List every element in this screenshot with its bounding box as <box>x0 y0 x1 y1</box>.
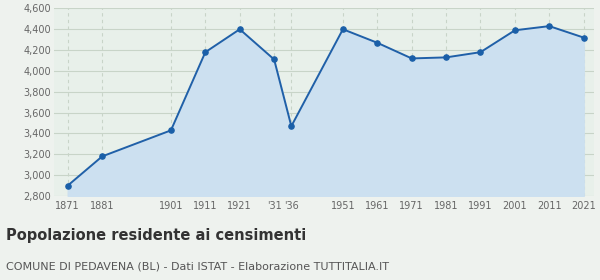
Point <box>442 55 451 60</box>
Point <box>287 124 296 129</box>
Point <box>200 50 210 54</box>
Point <box>166 128 176 133</box>
Point <box>579 35 589 40</box>
Point <box>63 183 73 188</box>
Text: COMUNE DI PEDAVENA (BL) - Dati ISTAT - Elaborazione TUTTITALIA.IT: COMUNE DI PEDAVENA (BL) - Dati ISTAT - E… <box>6 262 389 272</box>
Point <box>544 24 554 28</box>
Point <box>510 28 520 32</box>
Point <box>269 57 279 62</box>
Point <box>235 27 245 31</box>
Point <box>373 41 382 45</box>
Point <box>338 27 348 31</box>
Text: Popolazione residente ai censimenti: Popolazione residente ai censimenti <box>6 228 306 243</box>
Point <box>97 154 107 159</box>
Point <box>476 50 485 54</box>
Point <box>407 56 416 61</box>
